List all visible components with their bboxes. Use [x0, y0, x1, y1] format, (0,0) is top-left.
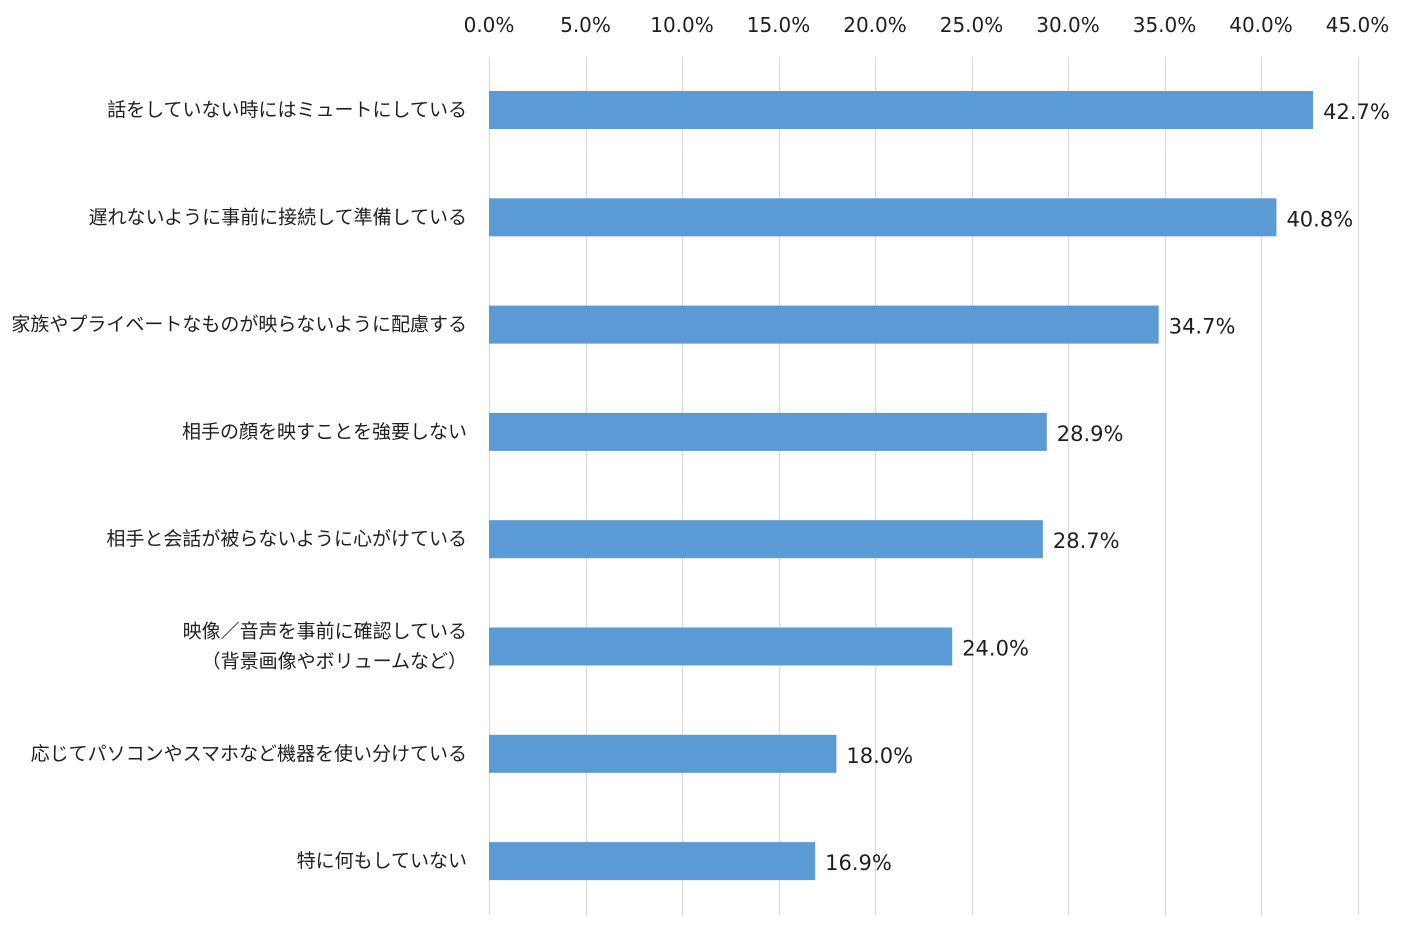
category-label: （背景画像やボリュームなど） [202, 651, 467, 673]
bar [489, 91, 1314, 129]
bar [489, 627, 953, 666]
bar [489, 842, 816, 881]
bar [489, 412, 1047, 451]
data-label: 34.7% [1169, 315, 1236, 339]
category-label: 相手の顔を映すことを強要しない [182, 421, 467, 443]
category-label: 特に何もしていない [297, 850, 467, 872]
bars [489, 91, 1314, 881]
category-label: 話をしていない時にはミュートにしている [107, 99, 467, 121]
bar [489, 734, 837, 773]
x-tick-label: 35.0% [1133, 13, 1197, 37]
x-tick-label: 25.0% [940, 13, 1004, 37]
category-label: 映像／音声を事前に確認している [183, 621, 467, 643]
data-label: 18.0% [846, 744, 913, 768]
data-label: 28.9% [1057, 422, 1124, 446]
data-label: 28.7% [1053, 529, 1120, 553]
data-label: 16.9% [825, 851, 892, 875]
x-tick-label: 5.0% [560, 13, 611, 37]
x-tick-label: 30.0% [1036, 13, 1100, 37]
gridlines [489, 57, 1359, 915]
category-label: 応じてパソコンやスマホなど機器を使い分けている [31, 743, 467, 765]
bar [489, 520, 1043, 559]
x-tick-label: 20.0% [843, 13, 907, 37]
bar [489, 198, 1277, 237]
x-tick-label: 40.0% [1229, 13, 1293, 37]
category-label: 遅れないように事前に接続して準備している [89, 206, 467, 228]
bar [489, 305, 1159, 344]
category-label: 家族やプライベートなものが映らないように配慮する [11, 314, 467, 336]
data-label: 40.8% [1286, 207, 1353, 231]
data-label: 24.0% [962, 637, 1029, 661]
x-tick-label: 0.0% [464, 13, 515, 37]
category-labels: 話をしていない時にはミュートにしている遅れないように事前に接続して準備している家… [11, 99, 467, 872]
data-labels: 42.7% 40.8% 34.7% 28.9% 28.7% 24.0% 18.0% 16.9% [825, 100, 1390, 875]
x-axis-ticks: 0.0% 5.0% 10.0% 15.0% 20.0% 25.0% 30.0% 35.0% 40… [464, 13, 1390, 37]
x-tick-label: 15.0% [747, 13, 811, 37]
x-tick-label: 10.0% [650, 13, 714, 37]
x-tick-label: 45.0% [1326, 13, 1390, 37]
data-label: 42.7% [1323, 100, 1390, 124]
category-label: 相手と会話が被らないように心がけている [106, 528, 467, 550]
